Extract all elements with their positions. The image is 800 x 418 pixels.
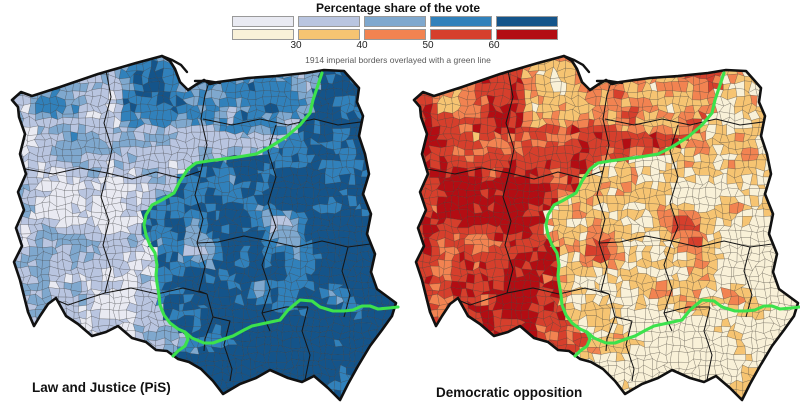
pis-map-svg (10, 54, 400, 402)
imperial-border-1914-main (544, 71, 726, 358)
voivodeship-borders (13, 64, 379, 386)
opposition-map-svg (412, 54, 800, 402)
legend-swatch-red (298, 29, 360, 40)
legend-swatch-red (430, 29, 492, 40)
imperial-border-1914-galicia (585, 298, 800, 345)
legend-note: 1914 imperial borders overlayed with a g… (305, 55, 491, 65)
hel-peninsula (562, 54, 591, 74)
legend-swatch-blue (232, 16, 294, 27)
legend-tick-50: 50 (422, 40, 434, 51)
pis-choropleth-map (6, 53, 400, 409)
legend-swatch-blue (364, 16, 426, 27)
legend-ticks: 30 40 50 60 (232, 40, 558, 52)
municipality-cells (414, 56, 798, 400)
legend-swatch-red (232, 29, 294, 40)
opposition-choropleth-map (408, 53, 800, 409)
imperial-border-1914-main (142, 71, 324, 358)
legend-tick-40: 40 (356, 40, 368, 51)
legend-scale-blue (232, 16, 558, 27)
imperial-border-1914-galicia (183, 298, 400, 345)
municipality-cells (12, 56, 396, 400)
hel-peninsula (160, 54, 189, 74)
legend-swatch-blue (298, 16, 360, 27)
vistula-spit (595, 79, 624, 85)
voivodeship-borders (415, 64, 781, 386)
legend-scale-red (232, 29, 558, 40)
opposition-map-label: Democratic opposition (436, 385, 583, 400)
pis-map-label: Law and Justice (PiS) (32, 380, 171, 395)
legend-swatch-red (496, 29, 558, 40)
legend-swatch-blue (430, 16, 492, 27)
vistula-spit (193, 79, 222, 85)
legend-swatch-red (364, 29, 426, 40)
legend-title: Percentage share of the vote (315, 1, 481, 15)
legend-swatch-blue (496, 16, 558, 27)
legend-tick-60: 60 (488, 40, 500, 51)
legend-tick-30: 30 (290, 40, 302, 51)
